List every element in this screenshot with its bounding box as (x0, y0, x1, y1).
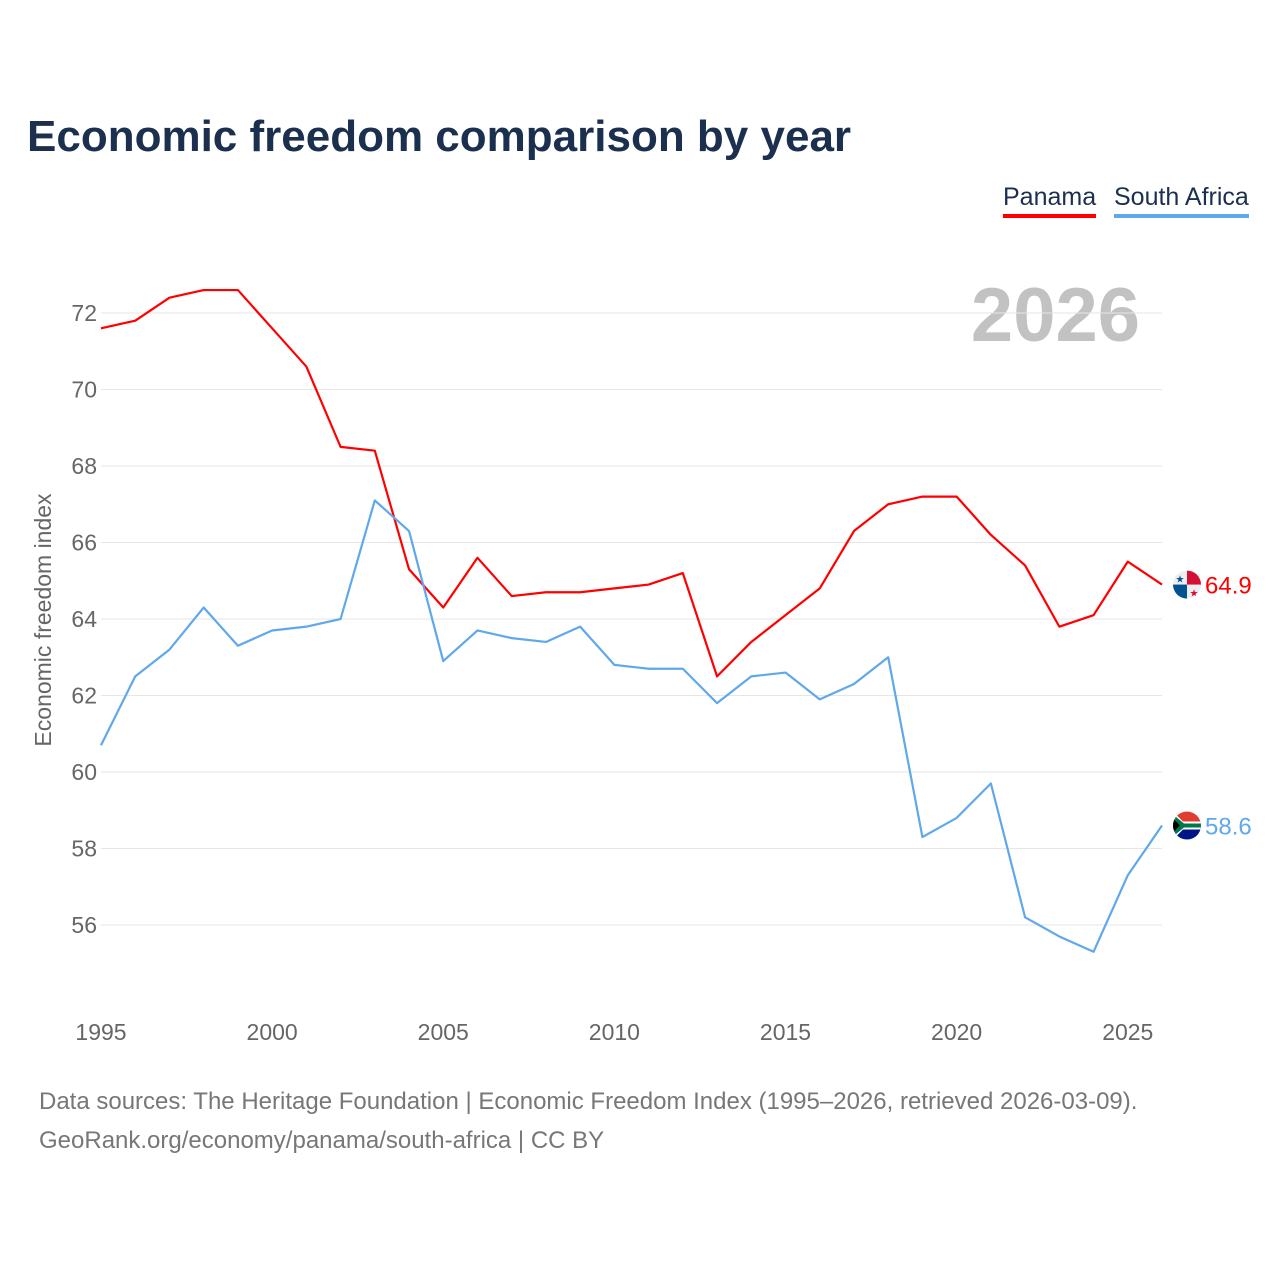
source-line-1: Data sources: The Heritage Foundation | … (39, 1088, 1138, 1115)
panama-flag-icon: ★★ (1173, 570, 1201, 600)
svg-text:★: ★ (1176, 575, 1185, 586)
x-tick-label: 2000 (247, 1019, 298, 1045)
y-tick-label: 68 (71, 453, 97, 479)
x-tick-label: 2025 (1102, 1019, 1153, 1045)
svg-text:★: ★ (1190, 589, 1199, 600)
chart-title: Economic freedom comparison by year (27, 112, 852, 161)
end-value-label: 58.6 (1205, 814, 1252, 841)
south-africa-flag-icon (1173, 811, 1201, 840)
x-tick-label: 2020 (931, 1019, 982, 1045)
y-tick-label: 66 (71, 530, 97, 556)
year-watermark: 2026 (971, 273, 1140, 358)
series-line-south-africa[interactable] (100, 499, 1163, 953)
source-line-2[interactable]: GeoRank.org/economy/panama/south-africa … (39, 1127, 605, 1154)
legend-panama[interactable]: Panama (1003, 183, 1097, 218)
y-tick-label: 62 (71, 683, 97, 709)
y-tick-label: 64 (71, 606, 97, 632)
x-tick-label: 2005 (418, 1019, 469, 1045)
legend-south-africa[interactable]: South Africa (1114, 183, 1249, 218)
series-line-panama[interactable] (100, 288, 1163, 678)
y-tick-label: 72 (71, 300, 97, 326)
y-tick-label: 60 (71, 759, 97, 785)
y-axis-label: Economic freedom index (30, 493, 56, 747)
end-value-label: 64.9 (1205, 573, 1252, 600)
y-tick-label: 70 (71, 377, 97, 403)
y-tick-label: 56 (71, 912, 97, 938)
x-tick-label: 2010 (589, 1019, 640, 1045)
x-tick-label: 2015 (760, 1019, 811, 1045)
y-tick-label: 58 (71, 836, 97, 862)
x-tick-label: 1995 (75, 1019, 126, 1045)
